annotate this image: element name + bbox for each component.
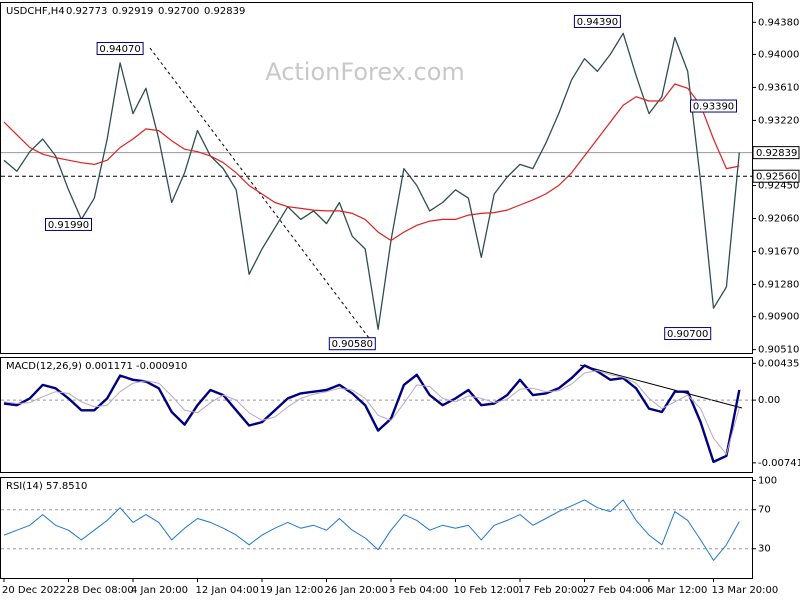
series-line (3, 370, 740, 455)
x-tick-label: 12 Jan 04:00 (196, 585, 259, 596)
price-label: 0.92560 (756, 172, 797, 183)
x-tick-label: 20 Dec 2022 (2, 585, 66, 596)
x-tick-label: 27 Feb 04:00 (583, 585, 649, 596)
panel-frame (0, 477, 753, 579)
x-tick-label: 19 Jan 12:00 (260, 585, 323, 596)
price-annotation-box (328, 337, 376, 351)
series-line (3, 364, 741, 464)
price-label-box (752, 146, 800, 160)
y-tick-label: 0.004354 (758, 358, 800, 369)
y-tick-label: 0.90900 (758, 312, 799, 323)
x-tick-label: 13 Mar 20:00 (712, 585, 779, 596)
ohlc-label: 0.92700 (158, 6, 199, 17)
y-tick-label: 0.00 (758, 395, 780, 406)
y-tick-label: 0.92060 (758, 214, 799, 225)
price-label: 0.92839 (756, 148, 797, 159)
ohlc-label: 0.92919 (112, 6, 153, 17)
watermark: ActionForex.com (265, 58, 465, 86)
x-tick-label: 4 Jan 20:00 (131, 585, 188, 596)
x-tick-label: 3 Feb 04:00 (389, 585, 448, 596)
y-tick-label: 0.91670 (758, 247, 799, 258)
series-line (3, 32, 740, 330)
macd-trend-line (579, 364, 743, 409)
y-tick-label: -0.007417 (758, 458, 800, 469)
panel-frame (0, 357, 753, 473)
price-annotation-box (664, 327, 712, 341)
y-tick-label: 0.94000 (758, 49, 799, 60)
ohlc-label: 0.92773 (66, 6, 107, 17)
panel-title: MACD(12,26,9) 0.001171 -0.000910 (6, 361, 187, 372)
panel-title: USDCHF,H4 (6, 6, 65, 17)
price-annotation-box (45, 217, 92, 231)
y-tick-label: 100 (758, 475, 777, 486)
price-annotation-box (690, 99, 737, 113)
x-tick-label: 10 Feb 12:00 (454, 585, 520, 596)
y-tick-label: 30 (758, 544, 771, 555)
price-annotation-box (96, 42, 144, 56)
x-tick-label: 28 Dec 08:00 (67, 585, 134, 596)
y-tick-label: 0.94380 (758, 17, 799, 28)
y-tick-label: 0.90510 (758, 345, 799, 356)
price-annotation: 0.91990 (48, 220, 89, 231)
price-label-box (752, 169, 800, 183)
price-annotation: 0.94070 (99, 44, 140, 55)
price-annotation: 0.90700 (667, 329, 708, 340)
y-tick-label: 0.93220 (758, 115, 799, 126)
series-line (3, 499, 740, 561)
price-annotation: 0.94390 (577, 17, 618, 28)
price-annotation: 0.93390 (693, 102, 734, 113)
x-tick-label: 6 Mar 12:00 (647, 585, 707, 596)
panel-title: RSI(14) 57.8510 (6, 481, 87, 492)
y-tick-label: 0.92450 (758, 181, 799, 192)
y-tick-label: 0.91280 (758, 279, 799, 290)
price-annotation-box (573, 14, 621, 28)
series-line (3, 83, 740, 242)
trend-line (149, 47, 373, 343)
y-tick-label: 0.93610 (758, 82, 799, 93)
x-tick-label: 17 Feb 20:00 (518, 585, 584, 596)
x-tick-label: 26 Jan 20:00 (325, 585, 388, 596)
y-tick-label: 70 (758, 505, 771, 516)
ohlc-label: 0.92839 (204, 6, 245, 17)
price-annotation: 0.90580 (332, 339, 373, 350)
